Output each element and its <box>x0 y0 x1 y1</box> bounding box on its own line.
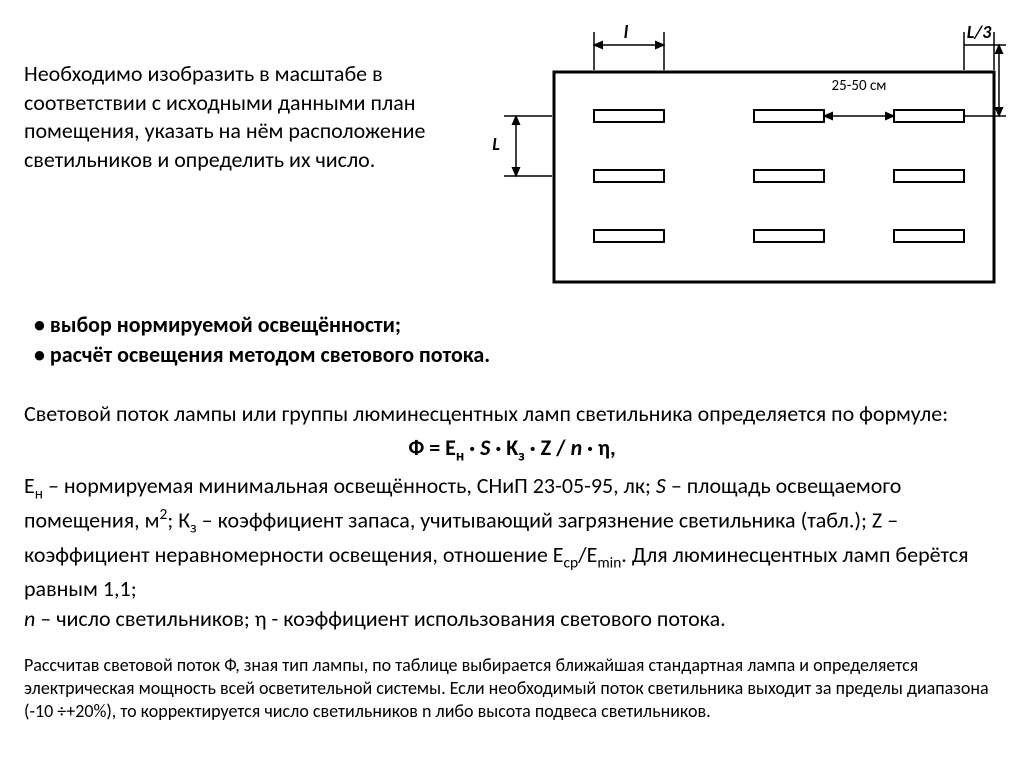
bullet-list: • выбор нормируемой освещённости; • расч… <box>24 310 1000 369</box>
para-defs: Eн – нормируемая минимальная освещённост… <box>24 471 1000 604</box>
bullet-1: • выбор нормируемой освещённости; <box>34 310 1000 340</box>
label-l: l <box>624 21 629 43</box>
lamp-rects <box>594 110 964 242</box>
footnote: Рассчитав световой поток Ф, зная тип лам… <box>24 654 1000 724</box>
bullet-2: • расчёт освещения методом светового пот… <box>34 340 1000 370</box>
formula: Ф = Eн · S · Kз · Z / n · η, <box>24 433 1000 467</box>
label-spacing: 25-50 см <box>832 77 887 95</box>
lighting-layout-diagram: l L/3 25-50 см L <box>474 20 1000 290</box>
para-n-eta: n – число светильников; η - коэффициент … <box>24 604 1000 634</box>
label-l3: L/3 <box>967 21 992 43</box>
intro-paragraph: Необходимо изобразить в масштабе в соотв… <box>24 20 454 174</box>
para-lead: Световой поток лампы или группы люминесц… <box>24 399 1000 429</box>
label-L: L <box>492 133 500 155</box>
